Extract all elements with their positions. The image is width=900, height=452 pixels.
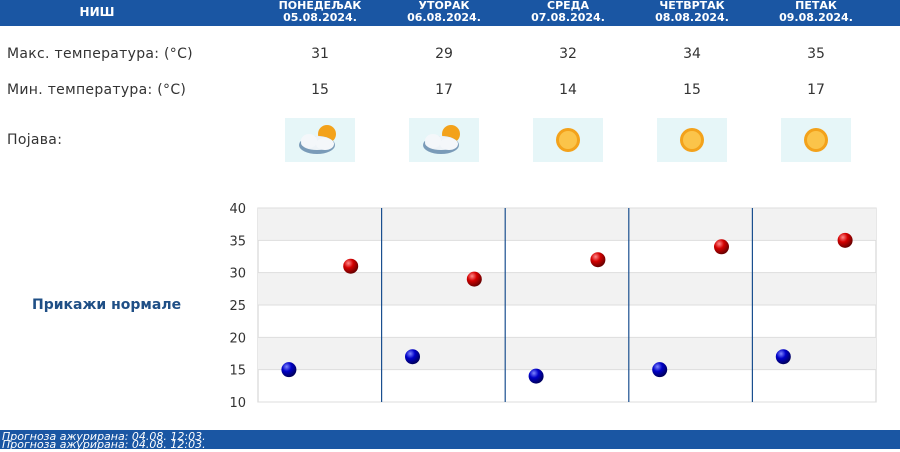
min-temp-point	[528, 368, 544, 384]
y-tick-label: 30	[229, 267, 246, 282]
footer-bar	[0, 430, 900, 449]
sun-icon	[533, 118, 603, 162]
grid-band	[258, 272, 876, 305]
day-name: ПЕТАК	[795, 0, 837, 12]
max-temp-label: Макс. температура: (°C)	[7, 46, 193, 62]
min-temp-point	[652, 362, 668, 378]
min-temp-value: 15	[311, 82, 329, 98]
sun-icon	[657, 118, 727, 162]
min-temp-label: Мин. температура: (°C)	[7, 82, 187, 98]
day-name: УТОРАК	[418, 0, 470, 12]
day-header: ПОНЕДЕЉАК 05.08.2024.	[265, 0, 375, 24]
sun-icon	[781, 118, 851, 162]
day-header: СРЕДА 07.08.2024.	[513, 0, 623, 24]
y-tick-label: 35	[229, 234, 246, 249]
min-temp-point	[405, 349, 420, 365]
min-temp-value: 17	[807, 82, 825, 98]
max-temp-point	[343, 258, 359, 274]
temperature-chart: 10 15 20 25 30 35 40	[229, 202, 877, 411]
max-temp-point	[714, 239, 729, 255]
sun-behind-clouds-icon	[409, 118, 479, 162]
city-name: НИШ	[79, 5, 115, 19]
day-date: 06.08.2024.	[407, 11, 481, 24]
show-normals-link[interactable]: Прикажи нормале	[32, 297, 182, 313]
y-tick-label: 20	[229, 331, 246, 346]
min-temp-value: 17	[435, 82, 453, 98]
max-temp-value: 29	[435, 46, 453, 62]
grid-band	[258, 337, 876, 370]
y-tick-label: 25	[229, 299, 246, 314]
min-temp-point	[281, 362, 297, 378]
phenomenon-label: Појава:	[7, 132, 63, 148]
max-temp-value: 34	[683, 46, 701, 62]
min-temp-point	[775, 349, 791, 365]
forecast-updated-text: Прогноза ажурирана: 04.08. 12:03.	[2, 430, 206, 443]
day-date: 09.08.2024.	[779, 11, 853, 24]
forecast-header-bar	[0, 0, 900, 26]
day-name: СРЕДА	[547, 0, 589, 12]
forecast-updated-text-echo: Прогноза ажурирана: 04.08. 12:03.	[2, 438, 206, 451]
max-temp-value: 35	[807, 46, 825, 62]
max-temp-value: 32	[559, 46, 577, 62]
y-tick-label: 40	[229, 202, 246, 217]
day-name: ПОНЕДЕЉАК	[278, 0, 362, 12]
day-header: ПЕТАК 09.08.2024.	[761, 0, 871, 24]
day-header: УТОРАК 06.08.2024.	[389, 0, 499, 24]
min-temp-value: 14	[559, 82, 577, 98]
y-tick-label: 10	[229, 396, 246, 411]
day-header: ЧЕТВРТАК 08.08.2024.	[637, 0, 747, 24]
day-date: 08.08.2024.	[655, 11, 729, 24]
day-date: 05.08.2024.	[283, 11, 357, 24]
max-temp-value: 31	[311, 46, 329, 62]
max-temp-point	[837, 232, 853, 248]
max-temp-point	[590, 252, 606, 268]
min-temp-value: 15	[683, 82, 701, 98]
sun-behind-clouds-icon	[285, 118, 355, 162]
grid-band	[258, 208, 876, 241]
max-temp-point	[466, 271, 482, 287]
day-date: 07.08.2024.	[531, 11, 605, 24]
day-name: ЧЕТВРТАК	[659, 0, 725, 12]
y-tick-label: 15	[229, 364, 246, 379]
